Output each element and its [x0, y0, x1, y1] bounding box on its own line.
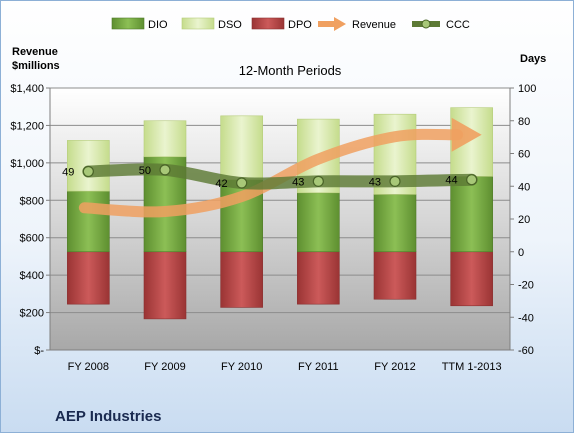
bar-dio: [450, 176, 493, 253]
ccc-data-label: 49: [62, 167, 74, 179]
legend-swatch: [111, 17, 145, 30]
ccc-marker: [312, 175, 324, 187]
ccc-line: [82, 163, 478, 190]
left-tick-label: $1,200: [10, 120, 44, 132]
left-axis-title-line: Revenue: [12, 46, 58, 58]
bar-dpo: [373, 251, 417, 300]
x-tick-label: FY 2012: [374, 361, 415, 373]
ccc-marker: [466, 174, 478, 186]
ccc-marker: [236, 177, 248, 189]
left-tick-label: $1,400: [10, 83, 44, 95]
right-tick-label: -20: [518, 280, 534, 292]
ccc-marker: [159, 164, 171, 176]
bar-dpo: [450, 251, 493, 307]
ccc-data-label: 44: [445, 175, 457, 187]
legend: DIO DSO DPO Revenue CCC: [111, 17, 470, 31]
bar-dpo: [67, 251, 110, 305]
legend-label: DPO: [288, 19, 312, 31]
right-tick-label: 0: [518, 247, 524, 259]
x-tick-label: FY 2009: [144, 361, 185, 373]
company-name: AEP Industries: [55, 408, 161, 425]
left-axis-title: Revenue $millions: [12, 46, 60, 72]
legend-swatch: [181, 17, 215, 30]
left-axis-title-line: $millions: [12, 60, 60, 72]
left-tick-label: $600: [20, 233, 44, 245]
x-tick-label: FY 2010: [221, 361, 262, 373]
right-tick-label: 100: [518, 83, 536, 95]
bar-dpo: [297, 251, 340, 305]
bar-dso: [143, 120, 187, 158]
ccc-marker: [389, 175, 401, 187]
right-tick-label: 20: [518, 214, 530, 226]
legend-swatch: [251, 17, 285, 30]
left-tick-label: $1,000: [10, 158, 44, 170]
ccc-data-label: 50: [139, 165, 151, 177]
chart-subtitle: 12-Month Periods: [239, 63, 342, 78]
right-tick-label: -60: [518, 345, 534, 357]
x-tick-label: FY 2011: [298, 361, 339, 373]
right-tick-label: 60: [518, 149, 530, 161]
legend-label: Revenue: [352, 19, 396, 31]
right-axis-title: Days: [520, 53, 546, 65]
x-tick-label: TTM 1-2013: [442, 361, 502, 373]
plot-area: [50, 88, 510, 350]
left-tick-label: $800: [20, 195, 44, 207]
legend-label: CCC: [446, 19, 470, 31]
bar-dio: [67, 190, 110, 253]
right-tick-label: -40: [518, 312, 534, 324]
bar-dio: [297, 192, 340, 253]
ccc-data-label: 43: [292, 176, 304, 188]
left-tick-label: $400: [20, 270, 44, 282]
bar-dpo: [143, 251, 187, 320]
right-tick-label: 80: [518, 116, 530, 128]
left-tick-label: $-: [34, 345, 44, 357]
bar-dpo: [220, 251, 263, 308]
left-tick-label: $200: [20, 308, 44, 320]
bar-dso: [220, 115, 263, 181]
bar-dio: [373, 194, 417, 253]
ccc-data-label: 43: [369, 176, 381, 188]
revenue-arrowhead: [451, 117, 482, 152]
legend-label: DIO: [148, 19, 168, 31]
legend-revenue-arrowhead: [334, 17, 346, 31]
right-tick-label: 40: [518, 181, 530, 193]
legend-ccc-marker: [421, 19, 431, 29]
x-tick-label: FY 2008: [68, 361, 109, 373]
ccc-data-label: 42: [215, 178, 227, 190]
legend-label: DSO: [218, 19, 242, 31]
ccc-marker: [82, 165, 94, 178]
